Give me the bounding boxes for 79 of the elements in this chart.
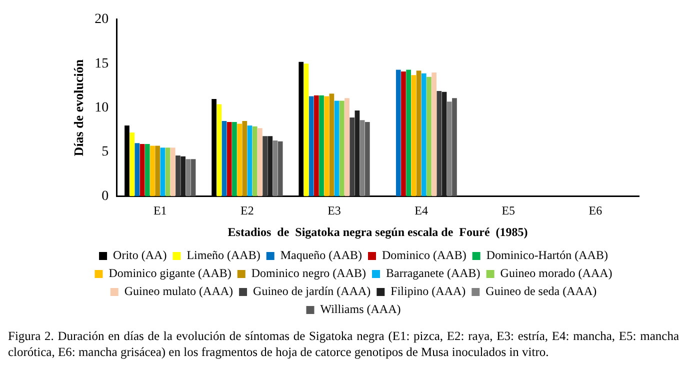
bar [268, 136, 273, 196]
legend-label: Guineo de jardín (AAA) [253, 284, 371, 298]
legend-label: Guineo de seda (AAA) [486, 284, 597, 298]
bar [232, 122, 237, 196]
bar [160, 148, 166, 196]
bar [442, 92, 447, 196]
y-tick-label: 15 [94, 56, 109, 72]
x-tick-label: E4 [414, 204, 428, 218]
bar [329, 94, 334, 196]
bar [155, 146, 160, 196]
bar [350, 118, 355, 196]
bar [308, 96, 314, 196]
bar [144, 144, 150, 196]
bar [339, 100, 344, 196]
bar [247, 125, 252, 196]
bar [426, 76, 432, 196]
legend-label: Dominico-Hartón (AAB) [486, 248, 608, 262]
bar [242, 121, 248, 196]
bar [165, 148, 170, 196]
bar [150, 146, 155, 196]
legend-label: Barraganete (AAB) [386, 266, 480, 280]
bar [130, 132, 135, 196]
bar [334, 100, 340, 196]
bar [344, 98, 350, 196]
bar [406, 70, 412, 196]
text: Figura 2. Duración en días de la evolución de síntomas de Sigatoka negra (E1: pizca, E2: raya, E3: estría, E4: mancha, E5: mancha clorótica, E6: mancha grisácea) en los fragmentos de hoja de catorce genotipos de Musa inoculados in vitro. [8, 328, 679, 360]
x-axis-title: Estadios de Sigatoka negra según escala de Fouré (1985) [228, 224, 528, 239]
bar [190, 159, 196, 196]
legend-label: Filipino (AAA) [390, 284, 466, 298]
bar [446, 102, 452, 196]
x-tick-label: E2 [240, 204, 254, 218]
legend-label: Maqueño (AAB) [280, 248, 362, 262]
y-axis-title: Días de evolución [71, 58, 86, 156]
legend-label: Guineo mulato (AAA) [124, 284, 234, 298]
y-tick-label: 0 [102, 188, 109, 204]
x-tick-label: E6 [588, 204, 602, 218]
bar [222, 121, 227, 196]
legend-label: Limeño (AAB) [186, 248, 260, 262]
bar [278, 141, 283, 196]
bar [319, 95, 324, 196]
bar [226, 122, 232, 196]
bar [354, 110, 360, 196]
x-tick-label: E5 [502, 204, 516, 218]
bar [432, 72, 437, 196]
x-tick-label: E3 [328, 204, 341, 218]
legend-label: Dominico (AAB) [382, 248, 466, 262]
bar [364, 122, 370, 196]
legend-label: Guineo morado (AAA) [500, 266, 612, 280]
bar [452, 98, 457, 196]
y-tick-label: 5 [102, 144, 109, 160]
bar [237, 124, 242, 196]
legend-label: Dominico gigante (AAB) [108, 266, 232, 280]
bar [411, 75, 416, 196]
legend-label: Williams (AAA) [320, 302, 401, 316]
bar [258, 128, 262, 196]
bar [186, 159, 191, 196]
bar [421, 73, 426, 196]
bar [170, 148, 176, 196]
y-tick-label: 10 [94, 100, 109, 116]
bar [272, 140, 278, 196]
x-tick-label: E1 [153, 204, 167, 218]
bar [216, 104, 222, 196]
bar [252, 126, 258, 196]
bar [396, 70, 401, 196]
bar [436, 91, 442, 196]
bar [304, 64, 309, 196]
bar [401, 72, 406, 196]
bar [180, 156, 186, 196]
bar [416, 70, 422, 196]
bar [360, 120, 365, 196]
bar [314, 95, 319, 196]
bar [262, 136, 268, 196]
y-tick-label: 20 [94, 12, 109, 28]
legend-label: Orito (AA) [113, 248, 167, 262]
legend-label: Dominico negro (AAB) [251, 266, 366, 280]
bar [134, 143, 140, 196]
bar [176, 156, 180, 196]
bar [324, 96, 330, 196]
bar [140, 144, 145, 196]
